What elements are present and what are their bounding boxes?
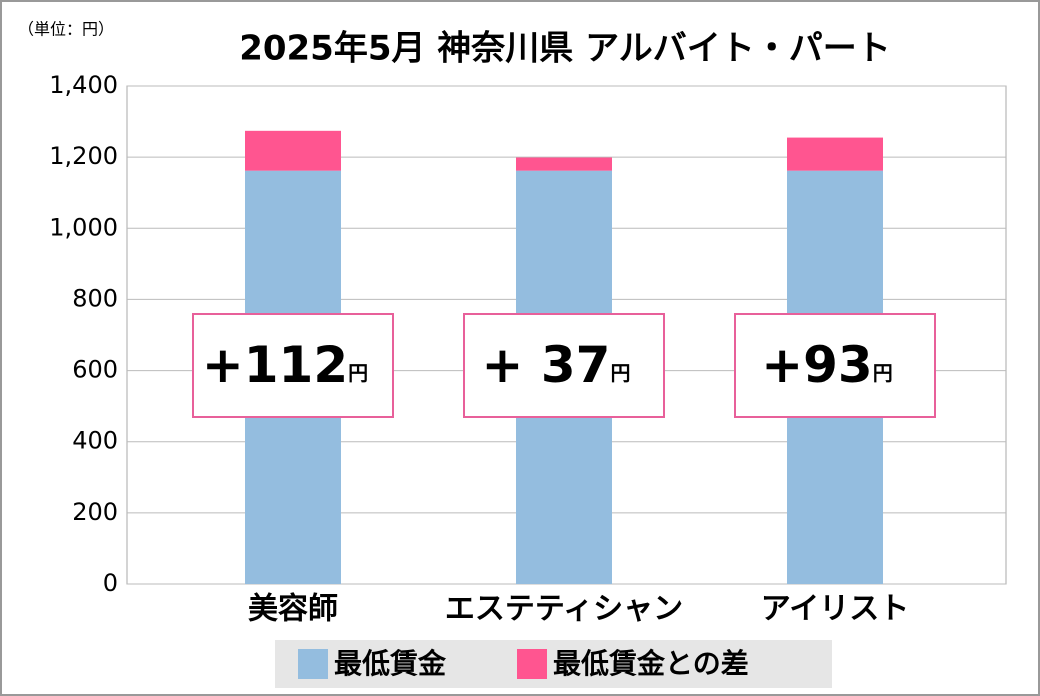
x-tick-label: 美容師 (248, 592, 338, 627)
chart-title: 2025年5月 神奈川県 アルバイト・パート (239, 29, 891, 69)
value-label-unit: 円 (610, 361, 630, 385)
label-box (463, 313, 665, 418)
y-tick-label: 400 (72, 427, 118, 455)
bar-segment (787, 137, 883, 171)
y-tick-label: 200 (72, 498, 118, 526)
value-label-number: +93 (761, 336, 872, 394)
y-tick-label: 1,200 (49, 142, 118, 170)
x-tick-label: アイリスト (761, 592, 910, 627)
legend-swatch (298, 649, 328, 679)
legend-label: 最低賃金との差 (553, 647, 749, 680)
bar-segment (245, 130, 341, 171)
bar-segment (516, 157, 612, 171)
y-tick-label: 0 (103, 569, 118, 597)
label-box (734, 313, 936, 418)
y-tick-label: 800 (72, 284, 118, 312)
unit-label: （単位：円） (18, 20, 114, 39)
legend-label: 最低賃金 (334, 647, 447, 680)
label-box (192, 313, 394, 418)
value-label: + 37円 (482, 336, 631, 394)
value-label: +93円 (761, 336, 892, 394)
y-tick-label: 1,000 (49, 213, 118, 241)
legend-box (275, 640, 832, 688)
value-label-number: +112 (202, 336, 348, 394)
legend-swatch (517, 649, 547, 679)
value-label: +112円 (202, 336, 368, 394)
x-tick-label: エステティシャン (445, 592, 683, 627)
y-tick-label: 1,400 (49, 71, 118, 99)
value-label-number: + 37 (482, 336, 611, 394)
y-tick-label: 600 (72, 356, 118, 384)
value-label-unit: 円 (873, 361, 893, 385)
value-label-unit: 円 (348, 361, 368, 385)
